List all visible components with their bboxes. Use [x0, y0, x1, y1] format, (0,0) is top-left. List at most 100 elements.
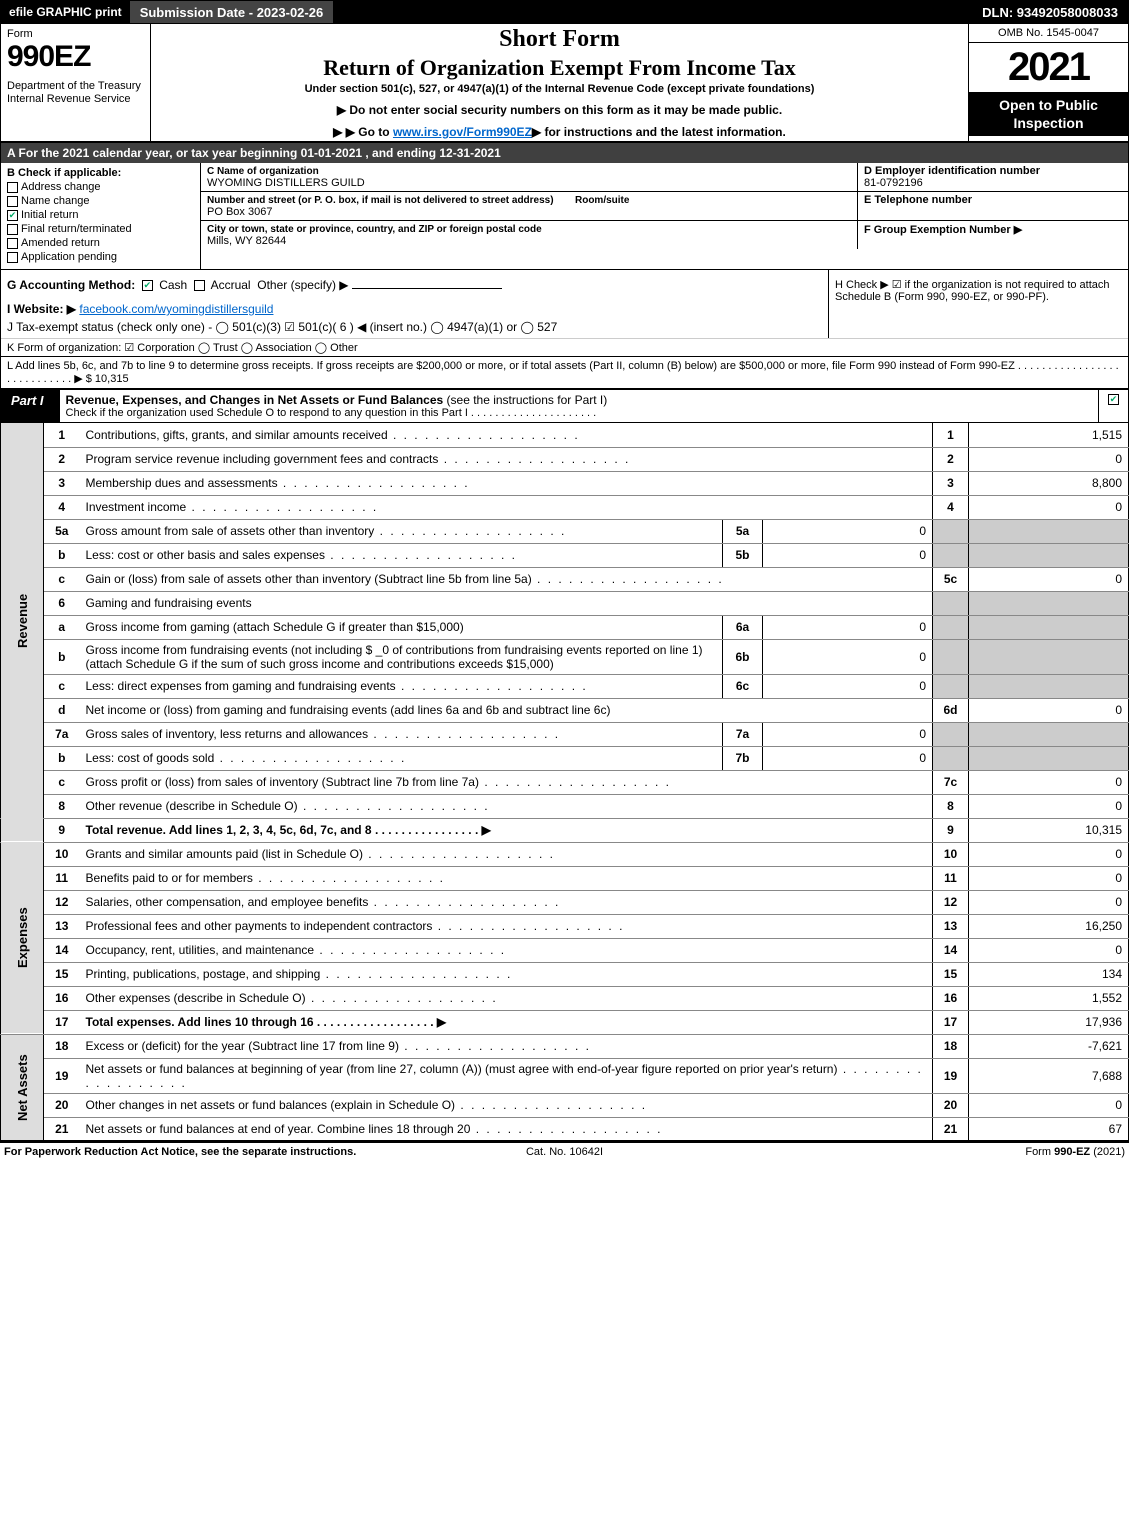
d-label: D Employer identification number: [864, 165, 1040, 177]
cell-d: D Employer identification number 81-0792…: [858, 163, 1128, 192]
ln: b: [44, 639, 80, 674]
table-row: 5aGross amount from sale of assets other…: [1, 519, 1129, 543]
cb-amended-label: Amended return: [21, 237, 100, 249]
shade: [969, 519, 1129, 543]
rval: 10,315: [969, 818, 1129, 842]
side-empty: [1, 818, 44, 842]
table-row: 12Salaries, other compensation, and empl…: [1, 890, 1129, 914]
rnum: 4: [933, 495, 969, 519]
cb-schedule-o[interactable]: [1108, 394, 1119, 405]
desc: Gross income from fundraising events (no…: [80, 639, 723, 674]
rnum: 20: [933, 1093, 969, 1117]
desc: Membership dues and assessments: [80, 471, 933, 495]
table-row: cGain or (loss) from sale of assets othe…: [1, 567, 1129, 591]
header-center: Short Form Return of Organization Exempt…: [151, 24, 968, 141]
part1-tab: Part I: [1, 390, 60, 422]
rval: 0: [969, 447, 1129, 471]
rnum: 18: [933, 1034, 969, 1058]
c-city-label: City or town, state or province, country…: [207, 224, 542, 235]
top-bar: efile GRAPHIC print Submission Date - 20…: [0, 0, 1129, 24]
cb-initial-return[interactable]: [7, 210, 18, 221]
table-row: bLess: cost or other basis and sales exp…: [1, 543, 1129, 567]
rnum: 13: [933, 914, 969, 938]
rval: 0: [969, 866, 1129, 890]
table-row: 14Occupancy, rent, utilities, and mainte…: [1, 938, 1129, 962]
desc: Less: cost or other basis and sales expe…: [80, 543, 723, 567]
cb-cash[interactable]: [142, 280, 153, 291]
other-specify-input[interactable]: [352, 288, 502, 289]
table-row: bGross income from fundraising events (n…: [1, 639, 1129, 674]
rnum: 1: [933, 423, 969, 447]
ln: c: [44, 770, 80, 794]
rnum: 19: [933, 1058, 969, 1093]
c-room-label: Room/suite: [575, 195, 629, 206]
inspection-notice: Open to Public Inspection: [969, 92, 1128, 136]
table-row: 15Printing, publications, postage, and s…: [1, 962, 1129, 986]
footer-right-post: (2021): [1090, 1146, 1125, 1158]
table-row: 17Total expenses. Add lines 10 through 1…: [1, 1010, 1129, 1034]
desc: Gross sales of inventory, less returns a…: [80, 722, 723, 746]
desc: Contributions, gifts, grants, and simila…: [80, 423, 933, 447]
subln: 5b: [723, 543, 763, 567]
shade: [969, 543, 1129, 567]
cb-pending[interactable]: [7, 252, 18, 263]
website-link[interactable]: facebook.com/wyomingdistillersguild: [79, 302, 273, 316]
rval: 134: [969, 962, 1129, 986]
org-name: WYOMING DISTILLERS GUILD: [207, 177, 365, 189]
side-expenses: Expenses: [1, 842, 44, 1034]
rnum: 9: [933, 818, 969, 842]
row-k: K Form of organization: ☑ Corporation ◯ …: [1, 338, 1128, 356]
ln: 3: [44, 471, 80, 495]
desc: Other revenue (describe in Schedule O): [80, 794, 933, 818]
cb-address-change[interactable]: [7, 182, 18, 193]
shade: [933, 674, 969, 698]
cb-name-change[interactable]: [7, 196, 18, 207]
table-row: 2Program service revenue including gover…: [1, 447, 1129, 471]
table-row: 16Other expenses (describe in Schedule O…: [1, 986, 1129, 1010]
rval: 1,515: [969, 423, 1129, 447]
part1-title: Revenue, Expenses, and Changes in Net As…: [60, 390, 1098, 422]
desc: Less: direct expenses from gaming and fu…: [80, 674, 723, 698]
subval: 0: [763, 722, 933, 746]
ln: 12: [44, 890, 80, 914]
desc: Total expenses. Add lines 10 through 16 …: [80, 1010, 933, 1034]
part1-header: Part I Revenue, Expenses, and Changes in…: [0, 389, 1129, 423]
desc: Benefits paid to or for members: [80, 866, 933, 890]
desc: Gain or (loss) from sale of assets other…: [80, 567, 933, 591]
ln: c: [44, 674, 80, 698]
cb-final-return[interactable]: [7, 224, 18, 235]
table-row: Revenue 1Contributions, gifts, grants, a…: [1, 423, 1129, 447]
desc: Net assets or fund balances at end of ye…: [80, 1117, 933, 1141]
instruction-2: Go to www.irs.gov/Form990EZ for instruct…: [157, 125, 962, 139]
table-row: cLess: direct expenses from gaming and f…: [1, 674, 1129, 698]
goto-post: for instructions and the latest informat…: [532, 125, 786, 139]
table-row: bLess: cost of goods sold7b0: [1, 746, 1129, 770]
rnum: 10: [933, 842, 969, 866]
footer-right-bold: 990-EZ: [1054, 1146, 1090, 1158]
ln: 10: [44, 842, 80, 866]
header-right: OMB No. 1545-0047 2021 Open to Public In…: [968, 24, 1128, 141]
info-block: B Check if applicable: Address change Na…: [0, 163, 1129, 270]
shade: [933, 543, 969, 567]
row-j: J Tax-exempt status (check only one) - ◯…: [7, 320, 822, 334]
accrual-label: Accrual: [211, 278, 251, 292]
rval: -7,621: [969, 1034, 1129, 1058]
desc: Salaries, other compensation, and employ…: [80, 890, 933, 914]
desc: Net income or (loss) from gaming and fun…: [80, 698, 933, 722]
subln: 6b: [723, 639, 763, 674]
rnum: 7c: [933, 770, 969, 794]
subln: 7a: [723, 722, 763, 746]
cb-pending-label: Application pending: [21, 251, 117, 263]
table-row: aGross income from gaming (attach Schedu…: [1, 615, 1129, 639]
efile-print-button[interactable]: efile GRAPHIC print: [1, 1, 130, 23]
rnum: 15: [933, 962, 969, 986]
table-row: 4Investment income40: [1, 495, 1129, 519]
cb-accrual[interactable]: [194, 280, 205, 291]
subval: 0: [763, 615, 933, 639]
table-row: 11Benefits paid to or for members110: [1, 866, 1129, 890]
shade: [933, 615, 969, 639]
irs-link[interactable]: www.irs.gov/Form990EZ: [393, 125, 532, 139]
cb-amended[interactable]: [7, 238, 18, 249]
i-label: I Website: ▶: [7, 302, 76, 316]
subln: 6c: [723, 674, 763, 698]
